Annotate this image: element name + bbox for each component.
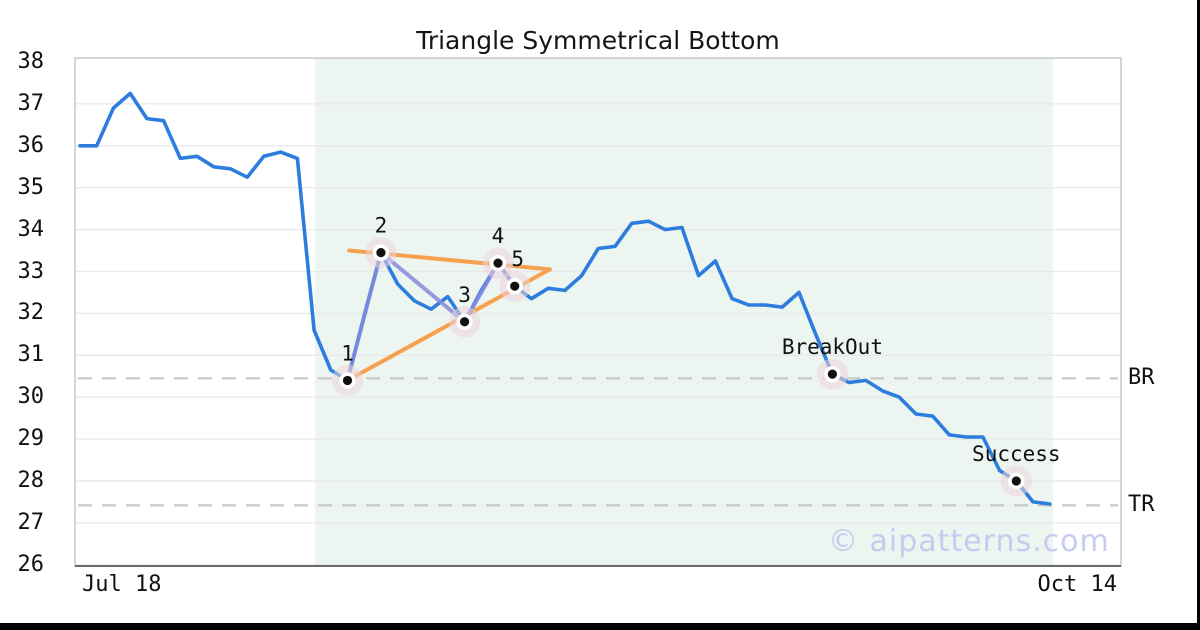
y-tick-label-30: 30 (17, 384, 45, 410)
y-tick-label-26: 26 (17, 551, 45, 577)
y-tick-label-28: 28 (17, 468, 45, 493)
pattern-point-label-success: Success (972, 442, 1061, 466)
pattern-point-label-breakout: BreakOut (782, 335, 883, 359)
y-tick-label-37: 37 (17, 90, 45, 116)
screenshot-right-edge (1197, 0, 1200, 630)
pattern-point-label-4: 4 (492, 224, 505, 248)
x-axis-start-label: Jul 18 (82, 572, 162, 597)
breakout-level-label: BR (1128, 365, 1155, 391)
pattern-point-label-5: 5 (511, 247, 524, 271)
target-level-label: TR (1128, 492, 1155, 518)
pattern-point-label-3: 3 (458, 283, 471, 307)
y-tick-label-34: 34 (17, 216, 45, 242)
y-tick-label-38: 38 (17, 49, 45, 74)
plot-border (74, 57, 1122, 567)
watermark: © aipatterns.com (828, 524, 1110, 559)
y-tick-label-32: 32 (17, 300, 45, 326)
x-axis-end-label: Oct 14 (1037, 572, 1117, 597)
pattern-shaded-region (314, 59, 1054, 565)
y-tick-label-27: 27 (17, 509, 45, 535)
pattern-point-label-1: 1 (341, 341, 354, 365)
chart-title: Triangle Symmetrical Bottom (416, 26, 780, 55)
y-tick-label-29: 29 (17, 426, 45, 452)
y-tick-label-33: 33 (17, 258, 45, 284)
y-tick-label-31: 31 (17, 342, 45, 368)
breakout-target-levels (78, 377, 1118, 507)
pattern-point-markers (332, 237, 1032, 497)
pattern-point-labels: 1 2 3 45 BreakOut Success (341, 214, 1060, 466)
y-tick-label-35: 35 (17, 174, 45, 200)
screenshot-bottom-edge (0, 623, 1200, 630)
y-tick-label-36: 36 (17, 132, 45, 158)
pattern-point-label-2: 2 (375, 214, 388, 238)
price-line (78, 91, 1052, 506)
gridlines (75, 103, 1121, 566)
